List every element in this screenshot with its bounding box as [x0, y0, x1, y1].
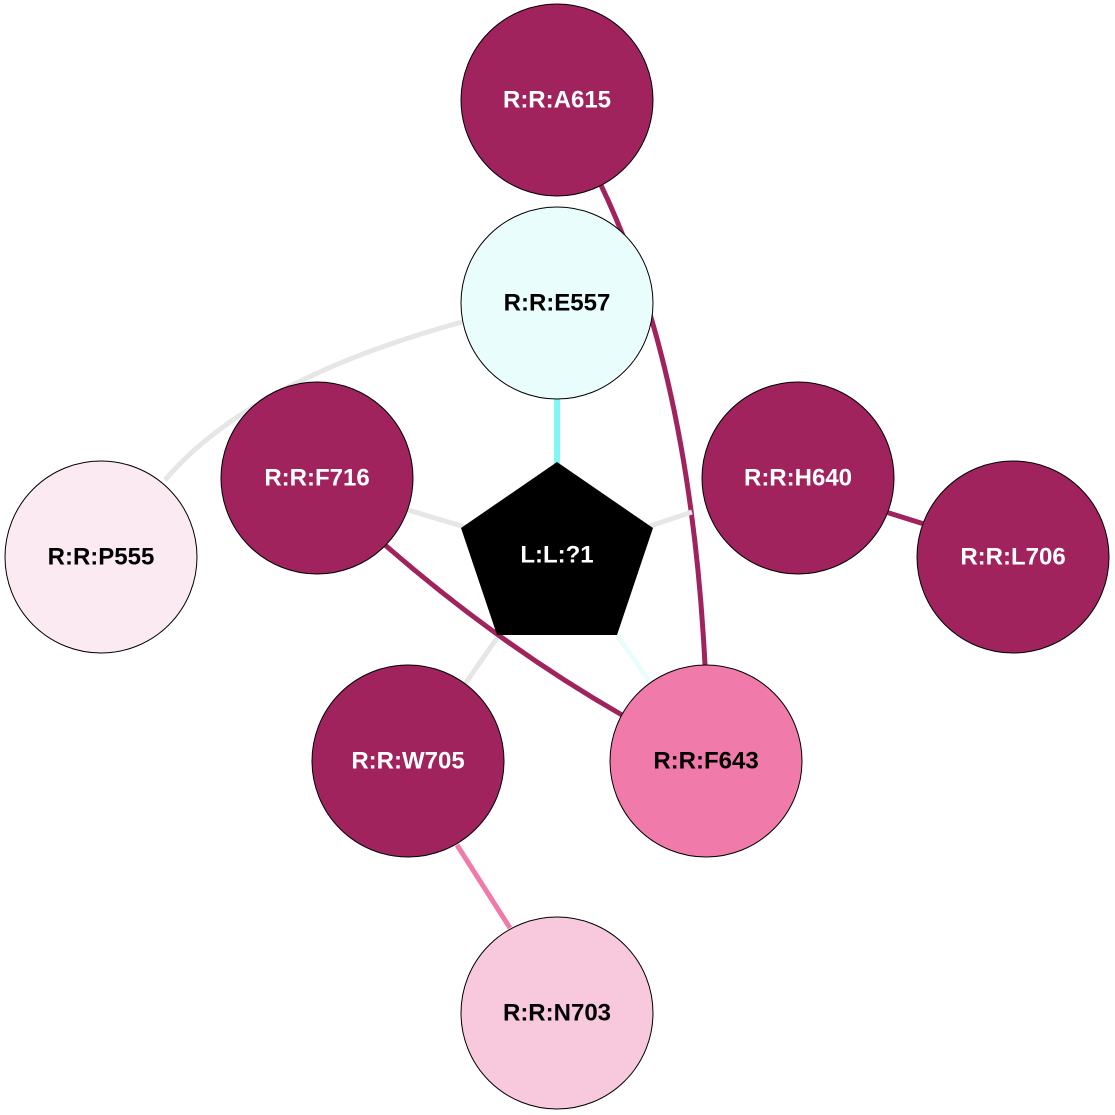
edge-F716-ligand [407, 507, 466, 530]
node-L706[interactable]: R:R:L706 [916, 460, 1110, 654]
node-E557[interactable]: R:R:E557 [460, 206, 654, 400]
edge-H640-ligand [649, 509, 693, 529]
node-F716[interactable]: R:R:F716 [220, 381, 414, 575]
node-label: R:R:N703 [503, 1000, 611, 1027]
node-N703[interactable]: R:R:N703 [460, 916, 654, 1110]
node-label: R:R:F716 [264, 465, 369, 492]
edge-H640-L706 [885, 509, 925, 527]
ligand-pentagon [461, 462, 653, 635]
edge-F716-F643 [383, 543, 624, 718]
node-W705[interactable]: R:R:W705 [311, 664, 505, 858]
edge-W705-N703 [454, 843, 513, 930]
node-label: R:R:L706 [960, 544, 1065, 571]
node-label: R:R:H640 [744, 465, 852, 492]
node-label: R:R:W705 [351, 748, 464, 775]
edge-ligand-F643 [614, 633, 653, 684]
node-F643[interactable]: R:R:F643 [609, 664, 803, 858]
ligand-node[interactable]: L:L:?1 [461, 462, 653, 635]
node-A615[interactable]: R:R:A615 [460, 3, 654, 197]
node-label: R:R:F643 [653, 748, 758, 775]
edge-ligand-W705 [462, 636, 500, 686]
node-P555[interactable]: R:R:P555 [4, 460, 198, 654]
node-label: R:R:E557 [504, 290, 611, 317]
node-label: R:R:P555 [48, 544, 155, 571]
ligand-label: L:L:?1 [520, 542, 593, 569]
node-H640[interactable]: R:R:H640 [701, 381, 895, 575]
node-label: R:R:A615 [503, 87, 611, 114]
